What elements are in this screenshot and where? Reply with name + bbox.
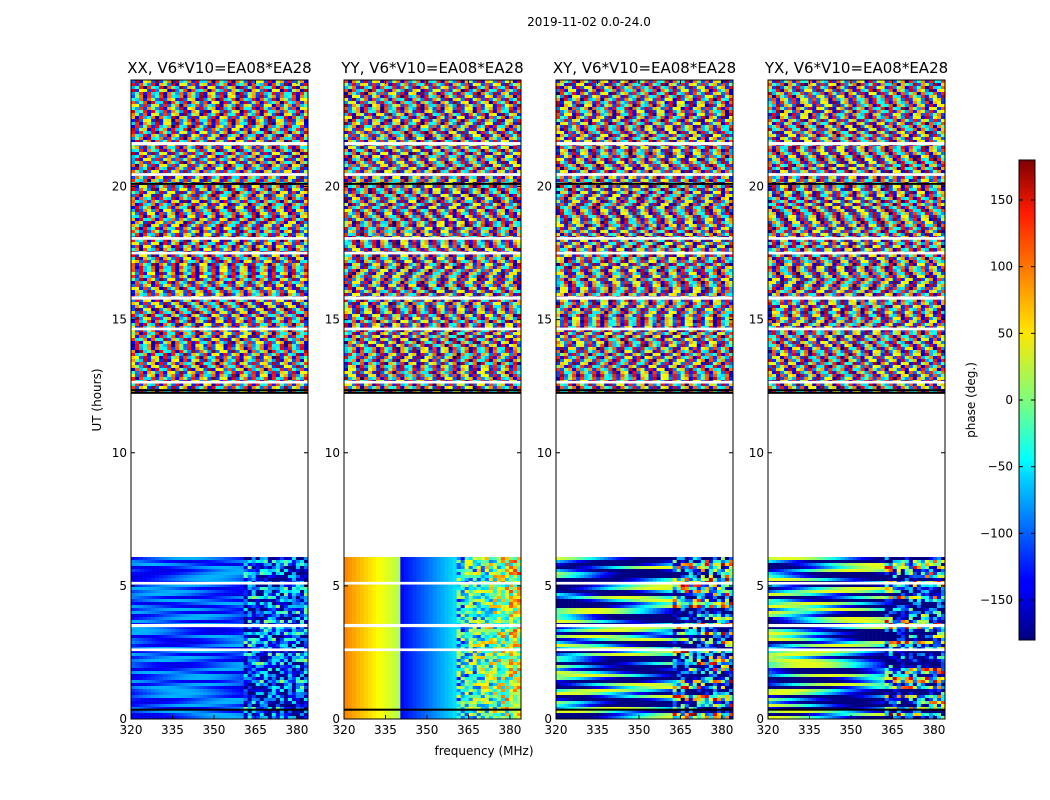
x-tick-label: 335 [798,723,821,737]
y-tick-label: 20 [112,180,127,194]
x-tick-label: 365 [881,723,904,737]
y-tick-label: 0 [756,712,764,726]
x-tick-label: 365 [244,723,267,737]
x-tick-label: 365 [457,723,480,737]
y-tick-label: 5 [756,579,764,593]
y-tick-label: 15 [537,313,552,327]
panels: XX, V6*V10=EA08*EA28 320 335 350 365 380 0 5 10 1… [112,59,948,737]
panel-xy: XY, V6*V10=EA08*EA28 320 335 350 365 380 0 5 10 1… [537,59,736,737]
x-tick-label: 320 [333,723,356,737]
x-tick-label: 365 [669,723,692,737]
panel-frame [130,79,309,720]
x-tick-label: 335 [161,723,184,737]
panel-title: XX, V6*V10=EA08*EA28 [127,59,311,77]
panel-frame [555,79,734,720]
y-axis-label: UT (hours) [90,368,104,431]
y-tick-label: 10 [112,446,127,460]
x-tick-label: 320 [120,723,143,737]
colorbar: 150 100 50 0 −50 −100 −150 [980,159,1036,641]
colorbar-tick-label: −50 [988,460,1013,474]
y-tick-label: 20 [749,180,764,194]
y-tick-label: 10 [325,446,340,460]
x-tick-label: 380 [498,723,521,737]
figure-title: 2019-11-02 0.0-24.0 [527,15,651,29]
y-tick-label: 0 [544,712,552,726]
panel-title: XY, V6*V10=EA08*EA28 [553,59,736,77]
phase-heatmap [344,80,522,719]
y-tick-label: 20 [325,180,340,194]
x-tick-label: 350 [416,723,439,737]
colorbar-tick-label: 50 [998,326,1013,340]
colorbar-tick-label: 150 [990,193,1013,207]
x-tick-label: 335 [374,723,397,737]
y-tick-label: 15 [112,313,127,327]
phase-heatmap [131,80,309,719]
colorbar-tick-label: −150 [980,593,1013,607]
y-tick-label: 5 [119,579,127,593]
y-tick-label: 15 [325,313,340,327]
panel-frame [767,79,946,720]
y-tick-label: 5 [544,579,552,593]
x-tick-label: 380 [710,723,733,737]
y-tick-label: 5 [332,579,340,593]
panel-yx: YX, V6*V10=EA08*EA28 320 335 350 365 380 0 5 10 1… [749,59,948,737]
colorbar-tick-label: 100 [990,260,1013,274]
y-tick-label: 0 [332,712,340,726]
phase-heatmap [556,80,734,719]
y-tick-label: 20 [537,180,552,194]
panel-title: YX, V6*V10=EA08*EA28 [764,59,948,77]
panel-title: YY, V6*V10=EA08*EA28 [340,59,523,77]
x-tick-label: 350 [203,723,226,737]
phase-heatmap [768,80,946,719]
x-tick-label: 320 [757,723,780,737]
x-tick-label: 350 [840,723,863,737]
colorbar-label: phase (deg.) [964,362,978,438]
y-tick-label: 0 [119,712,127,726]
y-tick-label: 15 [749,313,764,327]
panel-xx: XX, V6*V10=EA08*EA28 320 335 350 365 380 0 5 10 1… [112,59,312,737]
colorbar-tick-label: 0 [1005,393,1013,407]
panel-frame [343,79,522,720]
x-tick-label: 350 [628,723,651,737]
x-tick-label: 380 [922,723,945,737]
x-tick-label: 320 [545,723,568,737]
panel-yy: YY, V6*V10=EA08*EA28 320 335 350 365 380 0 5 10 1… [325,59,524,737]
y-tick-label: 10 [749,446,764,460]
x-axis-label: frequency (MHz) [434,744,533,758]
y-tick-label: 10 [537,446,552,460]
x-tick-label: 335 [586,723,609,737]
x-tick-label: 380 [285,723,308,737]
colorbar-tick-label: −100 [980,526,1013,540]
